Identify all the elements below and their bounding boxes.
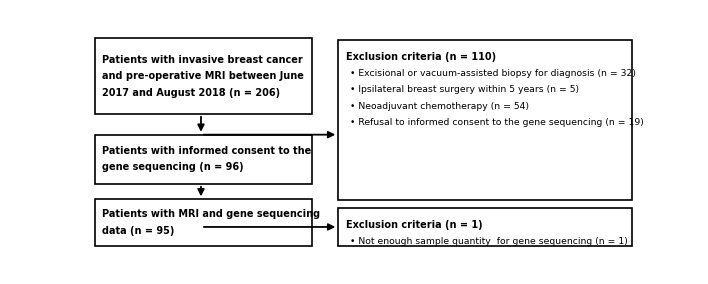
Text: Patients with MRI and gene sequencing: Patients with MRI and gene sequencing (102, 210, 320, 220)
FancyBboxPatch shape (95, 199, 312, 246)
FancyBboxPatch shape (95, 38, 312, 114)
FancyBboxPatch shape (95, 135, 312, 184)
Text: • Neoadjuvant chemotherapy (n = 54): • Neoadjuvant chemotherapy (n = 54) (350, 102, 529, 111)
Text: 2017 and August 2018 (n = 206): 2017 and August 2018 (n = 206) (102, 87, 280, 98)
Text: and pre-operative MRI between June: and pre-operative MRI between June (102, 71, 304, 81)
Text: Patients with invasive breast cancer: Patients with invasive breast cancer (102, 55, 302, 65)
Text: Patients with informed consent to the: Patients with informed consent to the (102, 146, 311, 156)
Text: gene sequencing (n = 96): gene sequencing (n = 96) (102, 162, 244, 172)
Text: • Ipsilateral breast surgery within 5 years (n = 5): • Ipsilateral breast surgery within 5 ye… (350, 85, 579, 95)
Text: Exclusion criteria (n = 110): Exclusion criteria (n = 110) (346, 52, 496, 62)
Text: • Refusal to informed consent to the gene sequencing (n = 19): • Refusal to informed consent to the gen… (350, 118, 644, 127)
Text: Exclusion criteria (n = 1): Exclusion criteria (n = 1) (346, 220, 482, 230)
FancyBboxPatch shape (338, 208, 632, 246)
Text: • Excisional or vacuum-assisted biopsy for diagnosis (n = 32): • Excisional or vacuum-assisted biopsy f… (350, 69, 636, 78)
FancyBboxPatch shape (338, 39, 632, 200)
Text: data (n = 95): data (n = 95) (102, 226, 174, 236)
Text: • Not enough sample quantity  for gene sequencing (n = 1): • Not enough sample quantity for gene se… (350, 237, 628, 247)
